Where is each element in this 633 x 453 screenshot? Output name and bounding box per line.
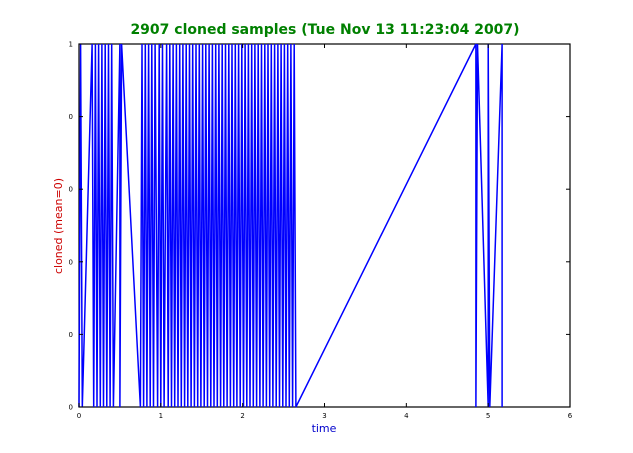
y-ticks: 0 0 0 0 0 1 [69,41,570,412]
y-tick-label: 0 [69,404,73,412]
y-tick-label: 0 [69,331,73,339]
series-line [78,43,503,408]
chart-title: 2907 cloned samples (Tue Nov 13 11:23:04… [130,22,519,38]
x-tick-label: 1 [159,412,163,420]
y-axis-label: cloned (mean=0) [52,178,65,274]
x-tick-label: 2 [240,412,244,420]
x-tick-label: 3 [322,412,326,420]
x-tick-label: 6 [568,412,573,420]
x-tick-label: 5 [486,412,490,420]
x-tick-label: 0 [77,412,81,420]
y-tick-label: 0 [69,113,73,121]
x-ticks: 0 1 2 3 4 5 6 [77,44,573,420]
x-axis-label: time [312,422,337,435]
y-tick-label: 1 [69,41,73,49]
x-tick-label: 4 [404,412,409,420]
y-tick-label: 0 [69,186,73,194]
y-tick-label: 0 [69,258,73,266]
